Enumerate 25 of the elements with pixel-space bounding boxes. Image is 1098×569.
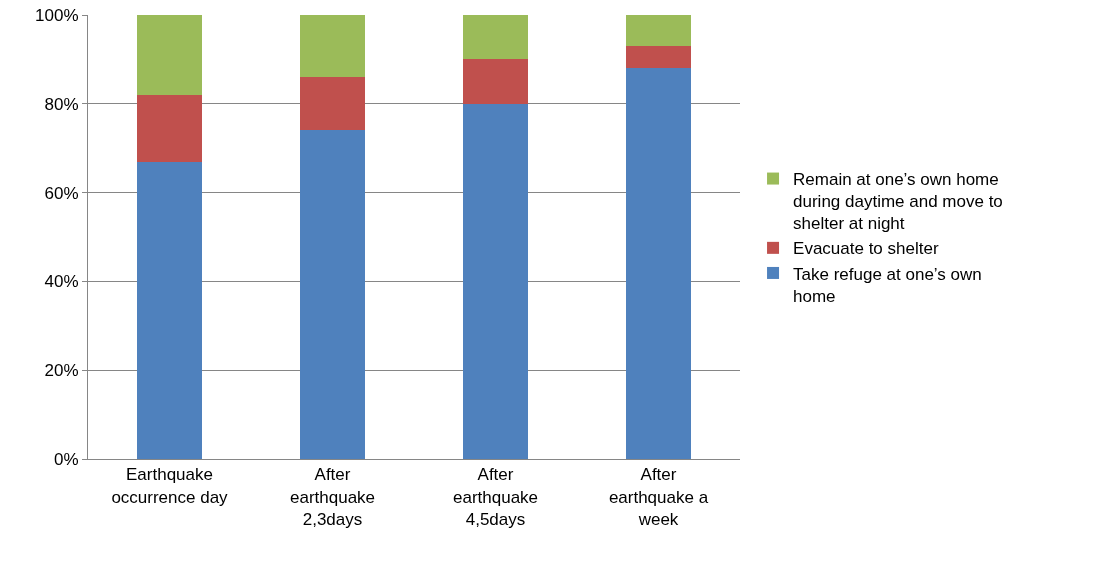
y-tick-label: 80% bbox=[44, 94, 79, 114]
y-tick-label: 20% bbox=[44, 361, 79, 381]
bar bbox=[136, 94, 203, 162]
legend-label: Take refuge at one’s own home bbox=[793, 264, 982, 306]
bar bbox=[462, 59, 529, 104]
bar bbox=[136, 161, 203, 459]
legend-label: Evacuate to shelter bbox=[793, 239, 939, 259]
bar bbox=[299, 15, 366, 78]
bar bbox=[136, 15, 203, 95]
legend-label: Remain at one’s own home during daytime and move to shelter at night bbox=[793, 170, 1003, 234]
bar bbox=[625, 68, 692, 459]
x-tick-label: Earthquake occurrence day bbox=[111, 465, 229, 507]
x-tick-label: After earthquake 2,3days bbox=[289, 465, 376, 529]
bar bbox=[299, 77, 366, 131]
bar bbox=[299, 130, 366, 459]
bar bbox=[462, 103, 529, 459]
x-tick-label: After earthquake 4,5days bbox=[452, 465, 539, 529]
y-tick-label: 60% bbox=[44, 183, 79, 203]
y-tick-label: 100% bbox=[35, 5, 79, 25]
bar bbox=[462, 15, 529, 60]
bar bbox=[625, 15, 692, 47]
y-tick-label: 40% bbox=[44, 272, 79, 292]
x-tick-label: After earthquake a week bbox=[608, 465, 709, 529]
y-tick-label: 0% bbox=[54, 449, 79, 469]
bar bbox=[625, 46, 692, 69]
